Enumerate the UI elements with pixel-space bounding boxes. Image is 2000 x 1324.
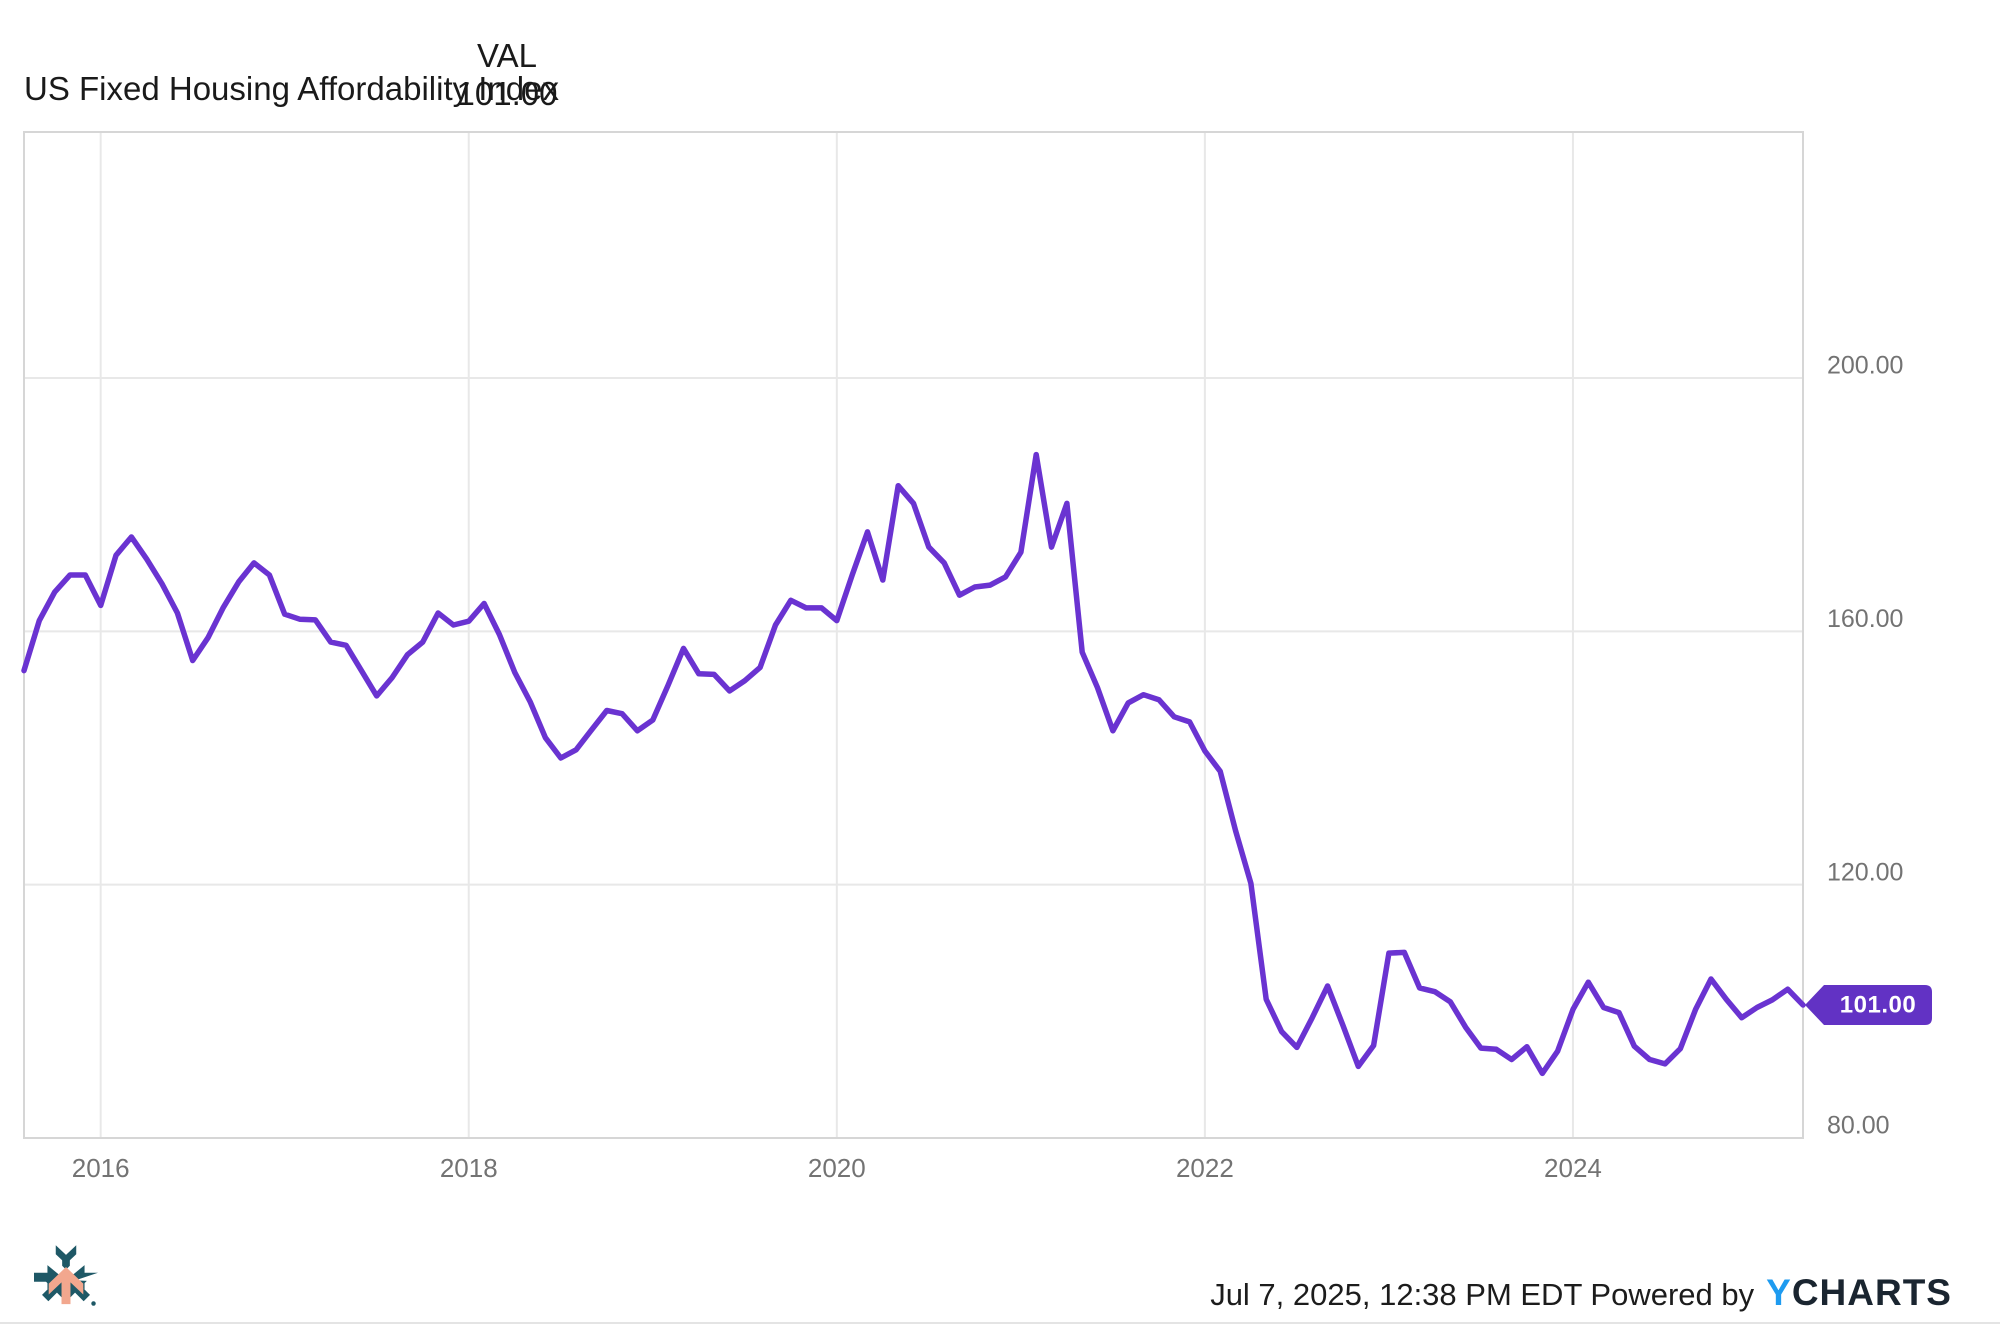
series-line[interactable] <box>21 451 1806 1077</box>
last-value-badge <box>1805 985 1932 1025</box>
x-tick-label: 2024 <box>1544 1153 1602 1183</box>
plot-border <box>23 131 1804 1139</box>
x-tick-label: 2022 <box>1176 1153 1234 1183</box>
x-tick-label: 2016 <box>72 1153 130 1183</box>
last-value-badge-text: 101.00 <box>1840 991 1916 1018</box>
y-tick-label: 120.00 <box>1827 858 1903 886</box>
ycharts-charts: CHARTS <box>1791 1272 1952 1313</box>
x-tick-label: 2018 <box>440 1153 498 1183</box>
y-tick-label: 80.00 <box>1827 1112 1890 1140</box>
footer: Jul 7, 2025, 12:38 PM EDT Powered by YCH… <box>1210 1272 1952 1314</box>
y-tick-label: 160.00 <box>1827 605 1903 633</box>
page-title: US Fixed Housing Affordability Index <box>24 70 560 107</box>
val-current-value: 101.00 <box>456 75 558 112</box>
x-tick-label: 2020 <box>808 1153 866 1183</box>
ycharts-y: Y <box>1766 1272 1792 1313</box>
ycharts-wordmark: YCHARTS <box>1766 1272 1952 1314</box>
val-column-header: VAL <box>477 37 537 74</box>
sponsor-logo <box>34 1245 98 1306</box>
timestamp: Jul 7, 2025, 12:38 PM EDT Powered by <box>1210 1277 1755 1312</box>
bottom-divider <box>0 1322 2000 1324</box>
y-tick-label: 200.00 <box>1827 352 1903 380</box>
